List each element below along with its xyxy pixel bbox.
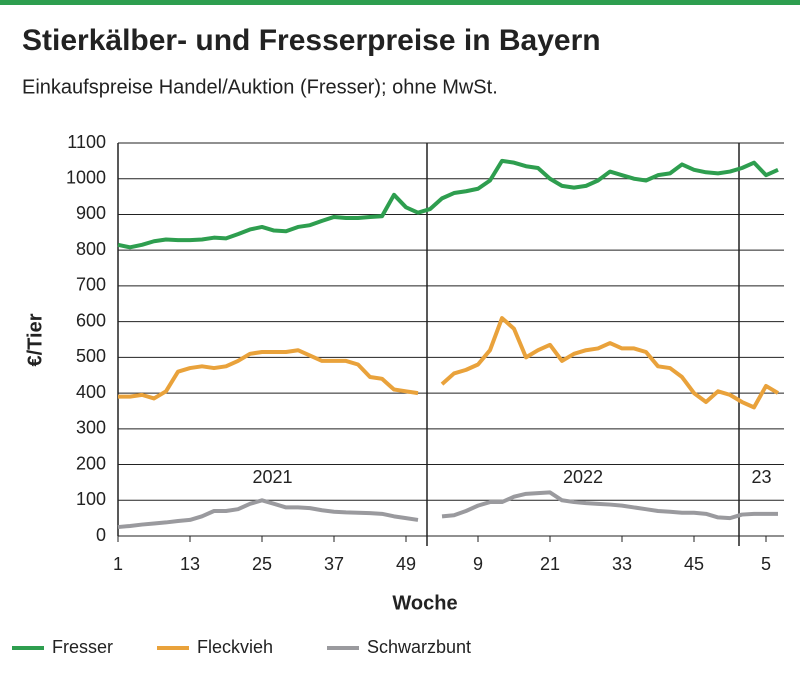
year-label: 2022 — [563, 467, 603, 487]
y-tick-label: 500 — [76, 346, 106, 366]
legend-label: Fresser — [52, 637, 113, 657]
x-tick-label: 33 — [612, 554, 632, 574]
x-tick-label: 49 — [396, 554, 416, 574]
chart-subtitle: Einkaufspreise Handel/Auktion (Fresser);… — [22, 76, 498, 98]
x-tick-label: 5 — [761, 554, 771, 574]
y-tick-label: 200 — [76, 453, 106, 473]
legend-label: Schwarzbunt — [367, 637, 471, 657]
line-series — [117, 158, 779, 250]
y-tick-label: 400 — [76, 382, 106, 402]
y-tick-label: 700 — [76, 275, 106, 295]
legend-label: Fleckvieh — [197, 637, 273, 657]
y-tick-label: 0 — [96, 525, 106, 545]
x-axis-label: Woche — [392, 592, 457, 614]
top-bar — [0, 0, 800, 5]
x-tick-label: 25 — [252, 554, 272, 574]
x-tick-label: 21 — [540, 554, 560, 574]
y-tick-label: 900 — [76, 203, 106, 223]
y-tick-label: 600 — [76, 310, 106, 330]
line-series — [118, 316, 780, 410]
x-tick-label: 9 — [473, 554, 483, 574]
y-tick-label: 300 — [76, 418, 106, 438]
year-label: 23 — [751, 467, 771, 487]
y-tick-label: 1100 — [67, 132, 106, 152]
x-tick-label: 13 — [180, 554, 200, 574]
y-axis-label: €/Tier — [24, 313, 46, 366]
x-tick-label: 1 — [113, 554, 123, 574]
y-tick-label: 100 — [76, 489, 106, 509]
y-tick-label: 1000 — [66, 167, 106, 187]
chart-title: Stierkälber- und Fresserpreise in Bayern — [22, 24, 601, 57]
line-series — [117, 490, 778, 530]
year-label: 2021 — [252, 467, 292, 487]
x-tick-label: 45 — [684, 554, 704, 574]
x-tick-label: 37 — [324, 554, 344, 574]
y-tick-label: 800 — [76, 239, 106, 259]
